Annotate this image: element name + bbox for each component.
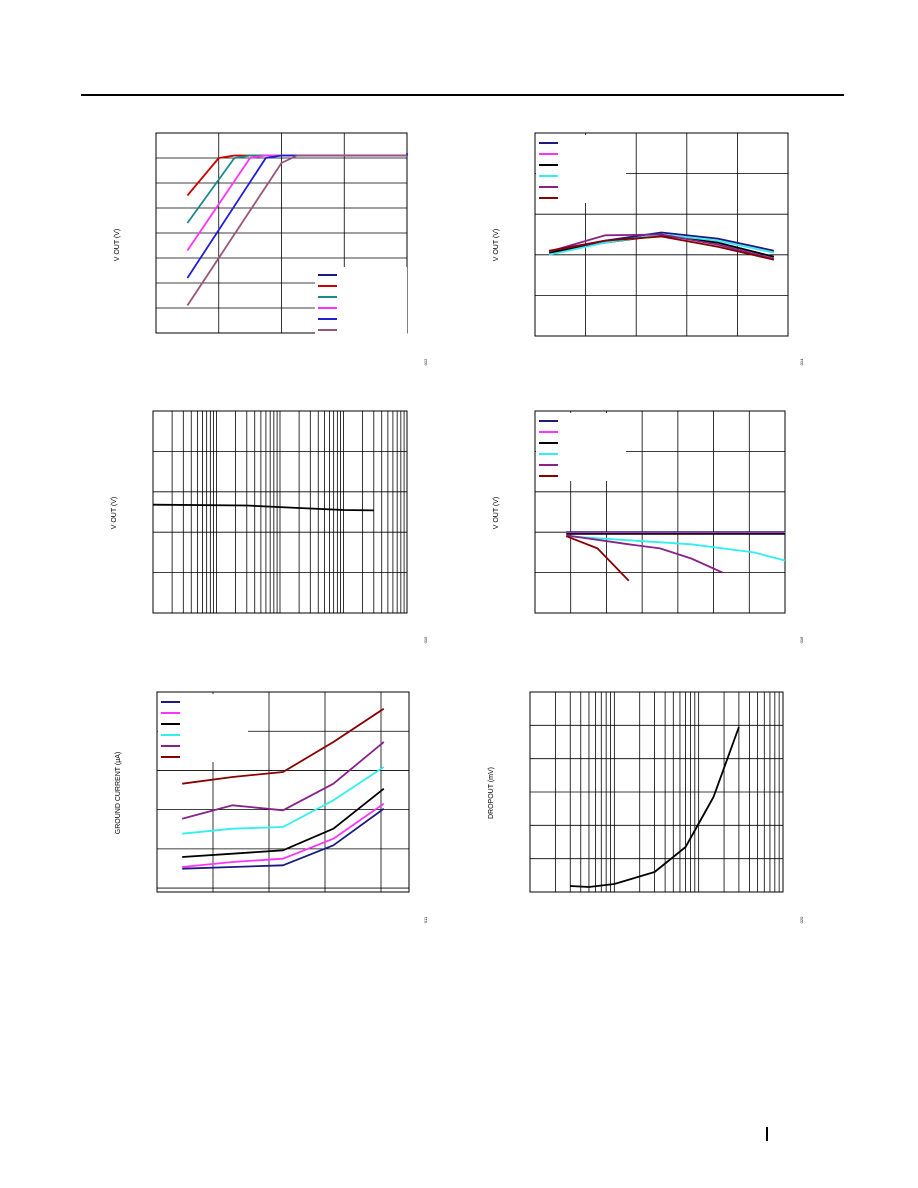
series-line [566,535,786,562]
plot-frame [156,691,410,893]
figure-id: 011 [423,916,428,923]
series-line [570,726,740,888]
series-line [548,235,775,261]
series-line [186,154,407,306]
figure-id: 012 [423,358,428,365]
series-line [186,153,408,279]
legend-box [315,267,407,335]
y-axis-label: DROPOUT (mV) [488,767,495,819]
legend-box [536,135,626,203]
page-marker-bar [766,1127,768,1141]
figure-id: 015 [423,636,428,643]
series-line [186,154,407,224]
series-line [152,503,374,512]
series-line [548,233,775,260]
y-axis-label: V OUT (V) [114,229,121,262]
figure-id: 020 [799,916,804,923]
series-line [182,807,385,870]
y-axis-label: V OUT (V) [111,497,118,530]
plot-frame [534,132,789,337]
series-line [182,766,385,835]
series-line [566,534,723,574]
series-line [182,802,385,868]
plot-frame [534,410,786,614]
legend-box [536,413,626,481]
y-axis-label: V OUT (V) [493,497,500,530]
series-line [186,154,407,197]
series-line [565,535,630,582]
series-line [181,741,385,820]
y-axis-label: GROUND CURRENT (µA) [115,752,122,834]
figure-id: 014 [799,358,804,365]
series-line [186,154,407,252]
series-line [182,707,385,785]
y-axis-label: V OUT (V) [493,229,500,262]
series-line [182,787,385,858]
figure-id: 016 [799,636,804,643]
legend-box [158,694,248,762]
header-rule [81,94,844,96]
